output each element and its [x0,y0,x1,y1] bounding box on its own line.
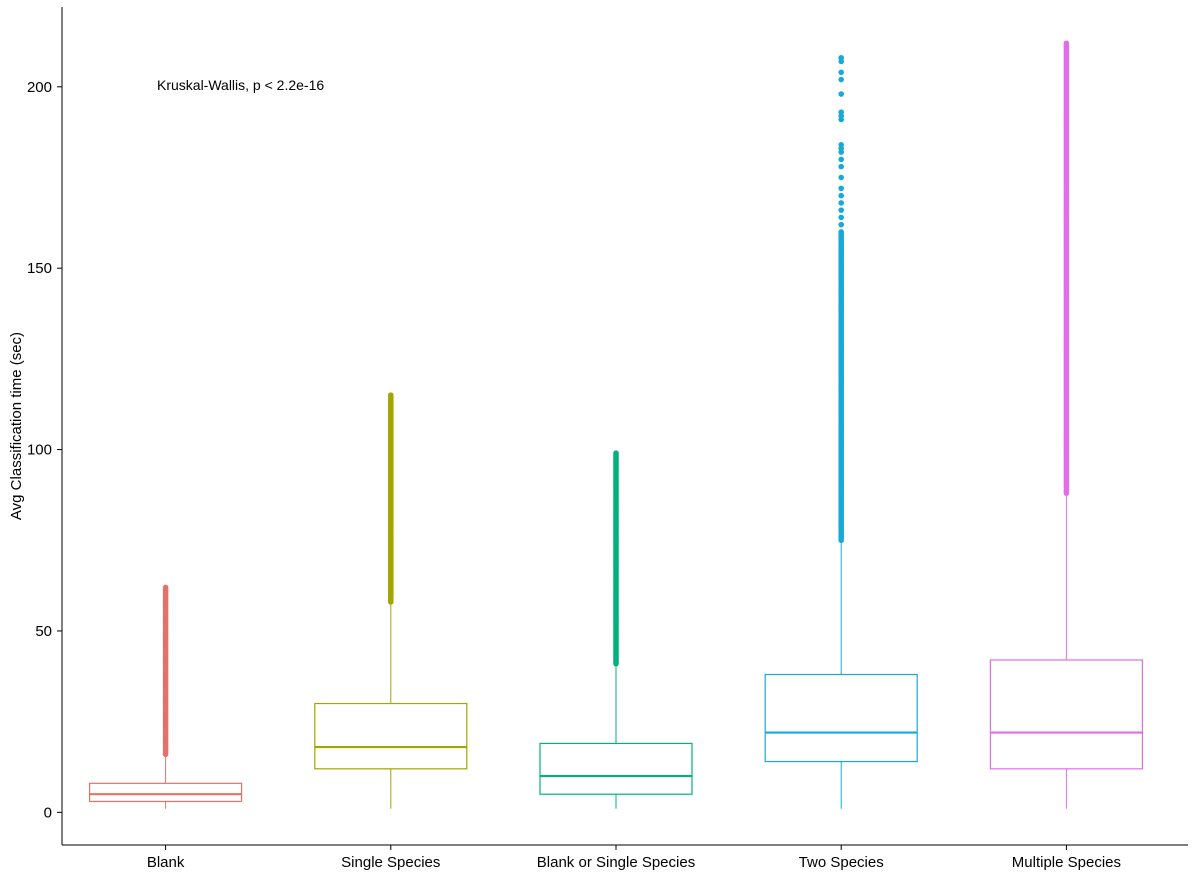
y-ticks: 0 50 100 150 200 [27,79,62,821]
outlier-point [838,69,844,76]
outlier-point [838,109,844,116]
iqr-box [539,742,693,795]
axes [61,7,1188,846]
y-tick-label: 150 [27,260,52,277]
x-tick-label: Single Species [341,854,440,871]
x-ticks: Blank Single Species Blank or Single Speci… [147,845,1121,871]
x-tick-label: Blank or Single Species [537,854,695,871]
outlier-point [838,76,844,83]
outlier-point [838,221,844,228]
outlier-point [838,54,844,61]
outlier-point [838,174,844,181]
outlier-point [838,207,844,213]
y-axis-title: Avg Classification time (sec) [8,332,25,520]
outlier-point [838,185,844,192]
outlier-point [1063,40,1070,47]
outlier-point [838,214,844,221]
outlier-point [388,392,394,398]
outlier-point [838,200,844,206]
outlier-point [838,156,844,163]
y-tick-label: 50 [35,623,52,640]
y-tick-label: 200 [27,79,52,96]
x-tick-label: Multiple Species [1012,854,1121,871]
box-single-species [314,392,468,809]
boxes [88,40,1144,809]
outlier-point [838,229,844,235]
iqr-box [989,659,1144,770]
outlier-point [613,450,619,457]
outlier-point [838,91,844,97]
outlier-point [838,163,844,170]
box-two-species [764,54,918,809]
outlier-point [838,142,844,148]
iqr-box [764,673,918,763]
y-tick-label: 0 [44,804,52,821]
iqr-box [88,782,243,803]
box-blank-or-single-species [539,450,693,809]
outlier-point [162,584,169,591]
box-multiple-species [989,40,1144,809]
y-tick-label: 100 [27,442,52,459]
outlier-point [838,192,844,199]
x-tick-label: Blank [147,854,185,871]
iqr-box [314,702,468,770]
kruskal-wallis-annotation: Kruskal-Wallis, p < 2.2e-16 [157,77,324,93]
x-tick-label: Two Species [799,854,884,871]
box-blank [88,584,243,809]
